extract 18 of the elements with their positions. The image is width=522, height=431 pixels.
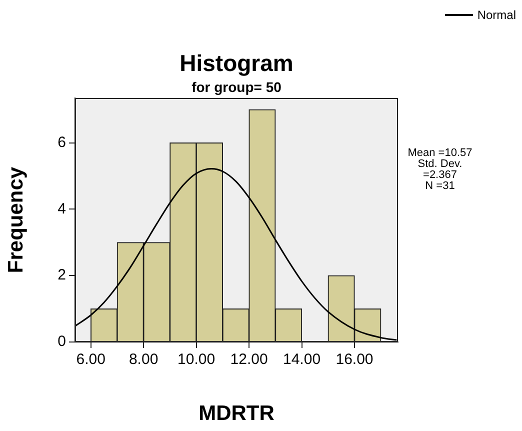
y-tick-label: 6 — [58, 134, 66, 151]
x-tick-label: 10.00 — [178, 351, 216, 368]
x-tick-label: 14.00 — [282, 351, 321, 368]
x-tick-label: 6.00 — [76, 351, 106, 368]
x-tick-label: 16.00 — [336, 351, 374, 368]
y-axis-title: Frequency — [4, 166, 28, 274]
text: Std. Dev. =2.367 — [416, 158, 464, 181]
chart-subtitle: for group= 50 — [190, 79, 282, 95]
chart-title: Histogram — [178, 50, 294, 77]
text: Mean =10.57 — [406, 147, 474, 159]
y-tick-label: 0 — [58, 333, 66, 350]
x-tick-label: 8.00 — [128, 351, 158, 368]
x-tick-label: 12.00 — [230, 351, 268, 368]
y-tick-label: 2 — [58, 266, 66, 284]
y-tick-label: 4 — [58, 200, 66, 218]
text: N =31 — [424, 180, 456, 192]
x-axis-title: MDRTR — [198, 402, 274, 426]
legend-label: Normal — [477, 8, 516, 22]
